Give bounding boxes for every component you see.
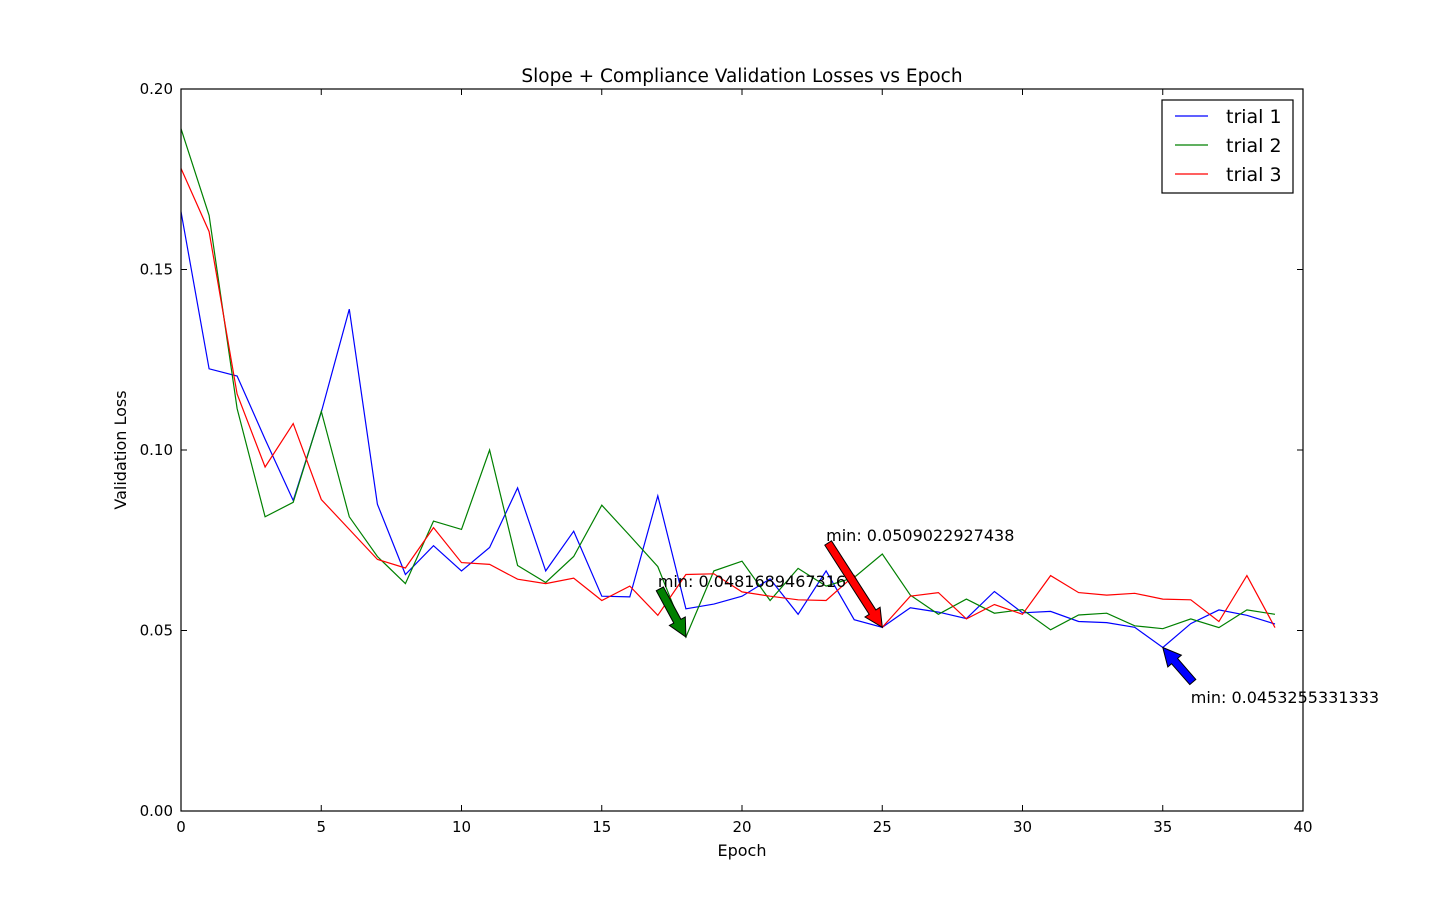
y-axis-title: Validation Loss [111,390,130,509]
annotation-arrow-2 [655,586,687,638]
x-tick-label: 10 [452,818,471,836]
tick-layer: 0 5 10 15 20 25 30 35 40 0.00 0.05 0.10 0.15 0.20 [140,80,1313,836]
y-tick-label: 0.05 [140,622,173,640]
legend-label-trial-3: trial 3 [1226,164,1282,186]
series-line-trial-1 [180,211,1276,649]
series-line-trial-2 [180,128,1276,639]
x-tick-label: 0 [176,818,186,836]
series-layer [180,128,1276,649]
legend-label-trial-2: trial 2 [1226,135,1282,157]
x-tick-label: 40 [1293,818,1312,836]
x-tick-label: 25 [873,818,892,836]
plot-area: min: 0.0453255331333 min: 0.0481689467316… [140,80,1379,836]
x-tick-label: 15 [592,818,611,836]
y-tick-label: 0.15 [140,261,173,279]
chart-title: Slope + Compliance Validation Losses vs … [521,66,962,87]
annotation-label-3: min: 0.0509022927438 [826,526,1014,545]
y-tick-label: 0.10 [140,441,173,459]
legend: trial 1 trial 2 trial 3 [1161,99,1294,194]
x-tick-label: 5 [316,818,326,836]
annotation-arrow-1 [1162,646,1197,686]
annotation-layer: min: 0.0453255331333 min: 0.0481689467316… [655,526,1379,707]
annotation-arrow-3 [824,540,883,629]
annotation-label-1: min: 0.0453255331333 [1191,688,1379,707]
x-tick-label: 30 [1013,818,1032,836]
series-line-trial-3 [180,168,1276,629]
y-tick-label: 0.20 [140,80,173,98]
x-tick-label: 35 [1153,818,1172,836]
legend-label-trial-1: trial 1 [1226,106,1282,128]
annotation-label-2: min: 0.0481689467316 [658,572,846,591]
x-axis-title: Epoch [718,841,767,860]
x-tick-label: 20 [732,818,751,836]
y-tick-label: 0.00 [140,802,173,820]
